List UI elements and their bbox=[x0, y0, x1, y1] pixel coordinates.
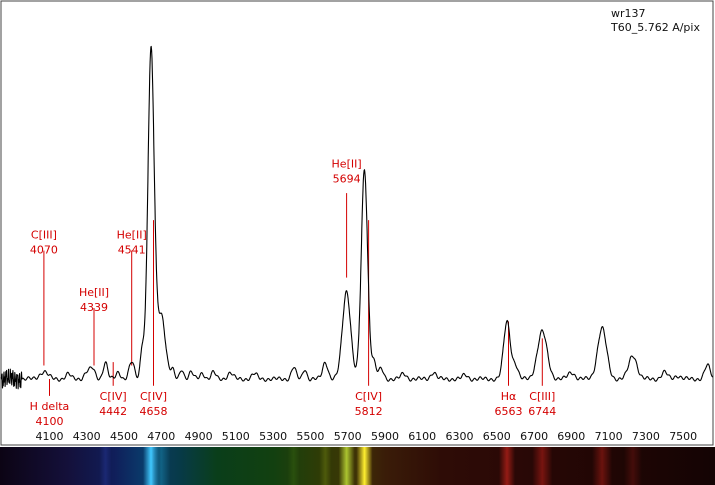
strip-emission-band bbox=[356, 447, 373, 485]
line-annotations: C[III] 4070 He[II] 4339 He[II] 4541 He[II] 5694… bbox=[30, 157, 557, 428]
annotation-wavelength-label: 4339 bbox=[80, 301, 108, 314]
x-tick-label: 5300 bbox=[259, 430, 287, 443]
strip-emission-band bbox=[319, 447, 332, 485]
x-tick-label: 5900 bbox=[371, 430, 399, 443]
annotation-9: Hα 6563 bbox=[495, 321, 523, 418]
annotation-wavelength-label: 4070 bbox=[30, 243, 58, 256]
plot-frame bbox=[0, 0, 714, 446]
strip-emission-band bbox=[152, 447, 171, 485]
annotation-4: He[II] 5694 bbox=[332, 157, 362, 278]
x-tick-label: 6500 bbox=[483, 430, 511, 443]
strip-emission-band bbox=[338, 447, 355, 485]
annotation-1: C[III] 4070 bbox=[30, 228, 58, 366]
annotation-wavelength-label: 6563 bbox=[495, 405, 523, 418]
annotation-ion-label: C[III] bbox=[31, 228, 57, 241]
x-tick-label: 4700 bbox=[147, 430, 175, 443]
annotation-wavelength-label: 6744 bbox=[528, 405, 556, 418]
annotation-wavelength-label: 4541 bbox=[118, 243, 146, 256]
chart-title-line-2: T60_5.762 A/pix bbox=[610, 21, 700, 34]
annotation-ion-label: He[II] bbox=[79, 286, 109, 299]
annotation-wavelength-label: 4442 bbox=[99, 405, 127, 418]
x-tick-label: 4300 bbox=[73, 430, 101, 443]
strip-emission-band bbox=[499, 447, 515, 485]
annotation-7: C[IV] 4658 bbox=[140, 220, 168, 418]
x-tick-label: 5700 bbox=[334, 430, 362, 443]
strip-emission-band bbox=[287, 447, 300, 485]
x-tick-label: 7500 bbox=[669, 430, 697, 443]
x-tick-label: 6100 bbox=[408, 430, 436, 443]
x-tick-label: 6300 bbox=[446, 430, 474, 443]
annotation-ion-label: C[IV] bbox=[140, 390, 167, 403]
annotation-ion-label: He[II] bbox=[117, 228, 147, 241]
strip-emission-band bbox=[99, 447, 112, 485]
x-axis-ticks: 4100 4300 4500 4700 4900 5100 5300 5500 5700 5900… bbox=[36, 430, 698, 443]
annotation-2: He[II] 4339 bbox=[79, 286, 109, 366]
annotation-ion-label: C[IV] bbox=[355, 390, 382, 403]
x-tick-label: 6900 bbox=[557, 430, 585, 443]
x-tick-label: 6700 bbox=[520, 430, 548, 443]
x-tick-label: 7100 bbox=[595, 430, 623, 443]
strip-emission-band bbox=[592, 447, 613, 485]
annotation-ion-label: He[II] bbox=[332, 157, 362, 170]
annotation-6: C[IV] 4442 bbox=[99, 362, 127, 418]
x-tick-label: 4100 bbox=[36, 430, 64, 443]
chart-title-line-1: wr137 bbox=[611, 7, 646, 20]
annotation-ion-label: C[IV] bbox=[100, 390, 127, 403]
annotation-ion-label: C[III] bbox=[529, 390, 555, 403]
x-tick-label: 5100 bbox=[222, 430, 250, 443]
x-tick-label: 4500 bbox=[110, 430, 138, 443]
spectrum-line bbox=[0, 45, 714, 390]
annotation-5: H delta 4100 bbox=[30, 379, 70, 428]
annotation-10: C[III] 6744 bbox=[528, 338, 556, 418]
strip-emission-band bbox=[532, 447, 553, 485]
annotation-wavelength-label: 5694 bbox=[333, 172, 361, 185]
annotation-wavelength-label: 4658 bbox=[140, 405, 168, 418]
x-tick-label: 4900 bbox=[185, 430, 213, 443]
annotation-wavelength-label: 5812 bbox=[355, 405, 383, 418]
spectrum-strip bbox=[0, 447, 715, 485]
x-tick-label: 5500 bbox=[296, 430, 324, 443]
x-tick-label: 7300 bbox=[632, 430, 660, 443]
strip-emission-band bbox=[623, 447, 642, 485]
annotation-3: He[II] 4541 bbox=[117, 228, 147, 366]
annotation-ion-label: H delta bbox=[30, 400, 70, 413]
annotation-ion-label: Hα bbox=[501, 390, 517, 403]
annotation-wavelength-label: 4100 bbox=[36, 415, 64, 428]
